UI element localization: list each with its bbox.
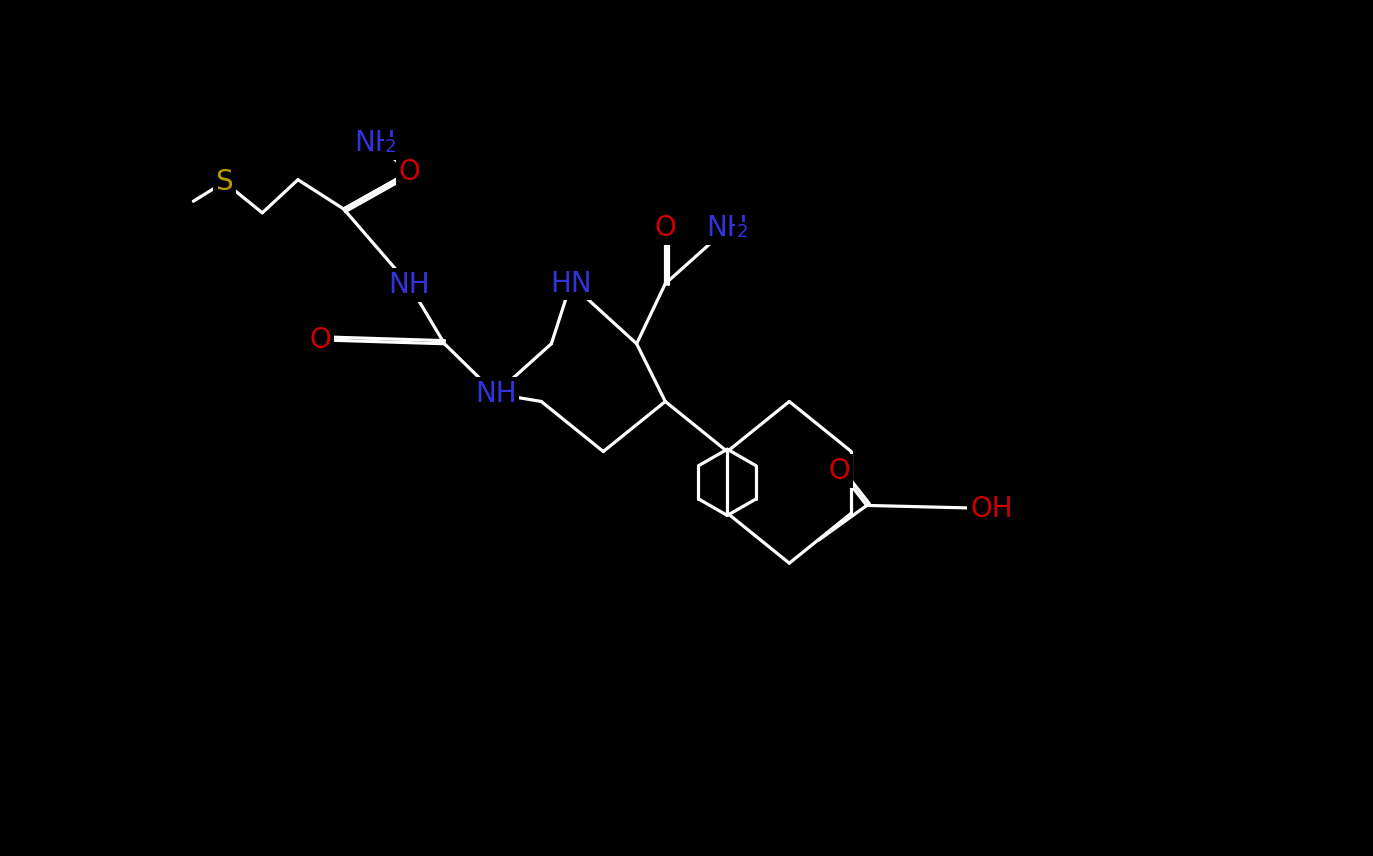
Text: OH: OH bbox=[971, 495, 1013, 522]
Text: O: O bbox=[829, 457, 850, 484]
Text: HN: HN bbox=[551, 270, 592, 298]
Text: NH: NH bbox=[389, 271, 430, 300]
Text: NH: NH bbox=[354, 128, 397, 157]
Text: 2: 2 bbox=[384, 138, 395, 156]
Text: 2: 2 bbox=[736, 223, 748, 241]
Text: S: S bbox=[216, 168, 233, 196]
Text: O: O bbox=[655, 214, 676, 242]
Text: O: O bbox=[309, 326, 331, 354]
Text: NH: NH bbox=[475, 380, 516, 407]
Text: NH: NH bbox=[707, 214, 748, 242]
Text: O: O bbox=[398, 158, 420, 186]
